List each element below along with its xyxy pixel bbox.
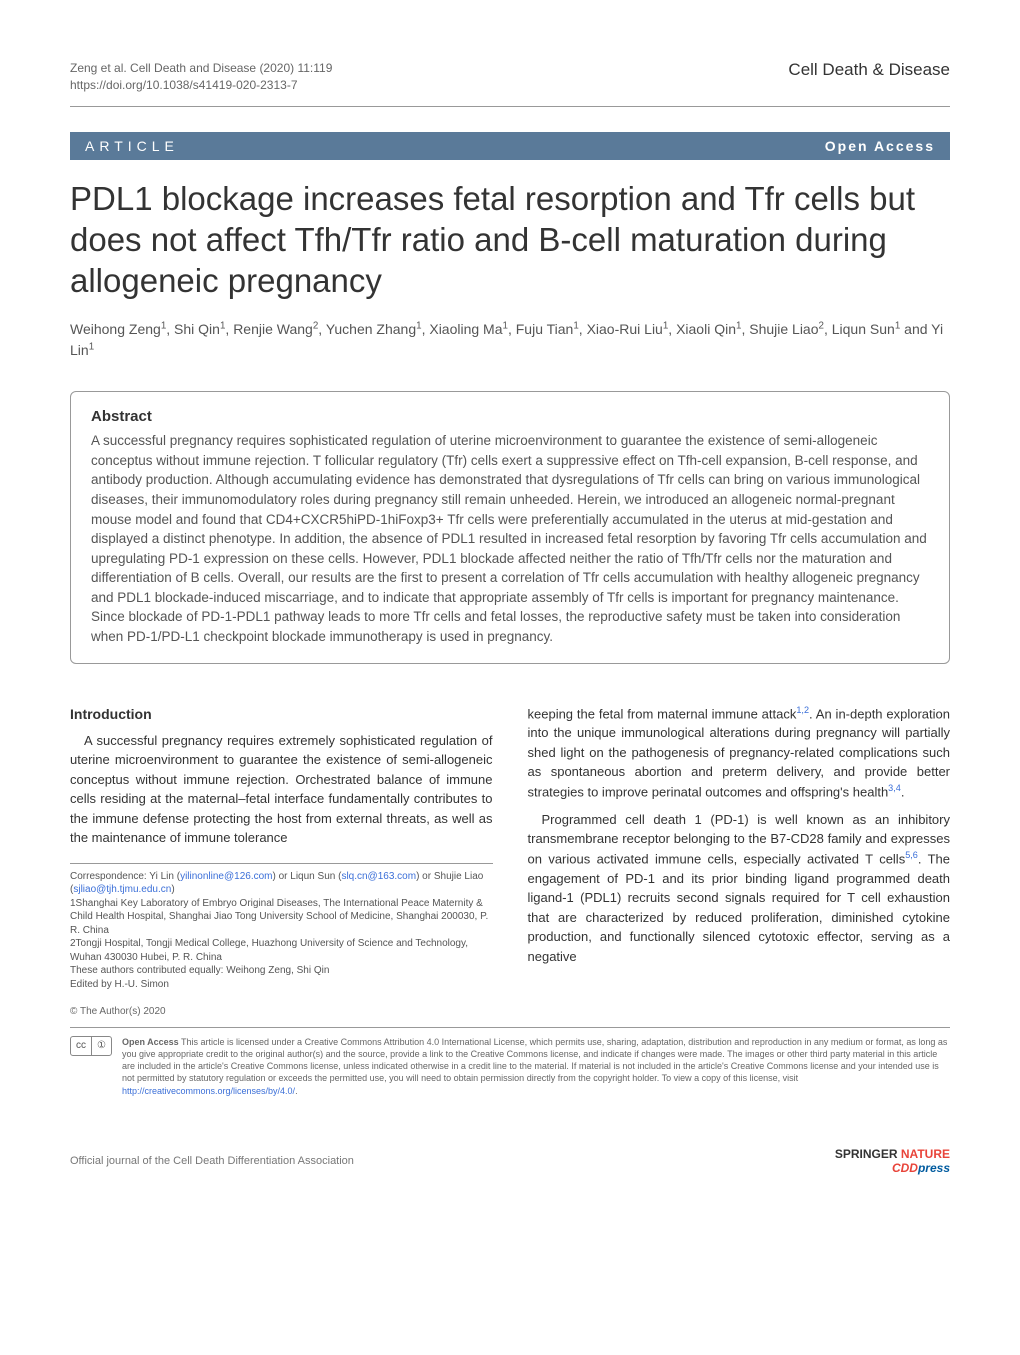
abstract-heading: Abstract <box>91 408 929 425</box>
cc-icon: cc <box>71 1037 92 1055</box>
citation-line-1: Zeng et al. Cell Death and Disease (2020… <box>70 60 332 77</box>
by-icon: ① <box>92 1037 111 1055</box>
correspondence-line: Correspondence: Yi Lin (yilinonline@126.… <box>70 870 493 897</box>
abstract-box: Abstract A successful pregnancy requires… <box>70 391 950 663</box>
left-column: Introduction A successful pregnancy requ… <box>70 704 493 992</box>
open-access-label: Open Access <box>825 138 935 154</box>
article-label: ARTICLE <box>85 138 179 154</box>
running-header: Zeng et al. Cell Death and Disease (2020… <box>70 60 950 107</box>
introduction-heading: Introduction <box>70 704 493 725</box>
edited-by: Edited by H.-U. Simon <box>70 978 493 992</box>
footer-left: Official journal of the Cell Death Diffe… <box>70 1155 354 1167</box>
article-type-bar: ARTICLE Open Access <box>70 132 950 160</box>
page-footer: Official journal of the Cell Death Diffe… <box>70 1147 950 1176</box>
right-column: keeping the fetal from maternal immune a… <box>528 704 951 992</box>
publisher-logo: SPRINGER NATURE CDDpress <box>835 1147 950 1176</box>
author-list: Weihong Zeng1, Shi Qin1, Renjie Wang2, Y… <box>70 319 950 361</box>
citation: Zeng et al. Cell Death and Disease (2020… <box>70 60 332 94</box>
intro-paragraph-2: keeping the fetal from maternal immune a… <box>528 704 951 802</box>
article-title: PDL1 blockage increases fetal resorption… <box>70 178 950 302</box>
correspondence-block: Correspondence: Yi Lin (yilinonline@126.… <box>70 863 493 992</box>
license-block: cc ① Open Access This article is license… <box>70 1027 950 1097</box>
affiliation-2: 2Tongji Hospital, Tongji Medical College… <box>70 937 493 964</box>
brand-nature: NATURE <box>901 1147 950 1161</box>
cc-by-icon: cc ① <box>70 1036 112 1056</box>
license-text: Open Access This article is licensed und… <box>122 1036 950 1097</box>
body-columns: Introduction A successful pregnancy requ… <box>70 704 950 992</box>
brand-cdd: CDD <box>892 1161 918 1175</box>
brand-press: press <box>918 1161 950 1175</box>
springer-nature-logo: SPRINGER NATURE <box>835 1147 950 1161</box>
affiliation-1: 1Shanghai Key Laboratory of Embryo Origi… <box>70 897 493 938</box>
abstract-text: A successful pregnancy requires sophisti… <box>91 431 929 646</box>
intro-paragraph-1: A successful pregnancy requires extremel… <box>70 731 493 848</box>
citation-line-2: https://doi.org/10.1038/s41419-020-2313-… <box>70 77 332 94</box>
equal-contribution: These authors contributed equally: Weiho… <box>70 964 493 978</box>
intro-paragraph-3: Programmed cell death 1 (PD-1) is well k… <box>528 810 951 966</box>
cdd-press-logo: CDDpress <box>835 1161 950 1175</box>
journal-name: Cell Death & Disease <box>788 60 950 80</box>
brand-springer: SPRINGER <box>835 1147 898 1161</box>
copyright-line: © The Author(s) 2020 <box>70 1006 950 1017</box>
